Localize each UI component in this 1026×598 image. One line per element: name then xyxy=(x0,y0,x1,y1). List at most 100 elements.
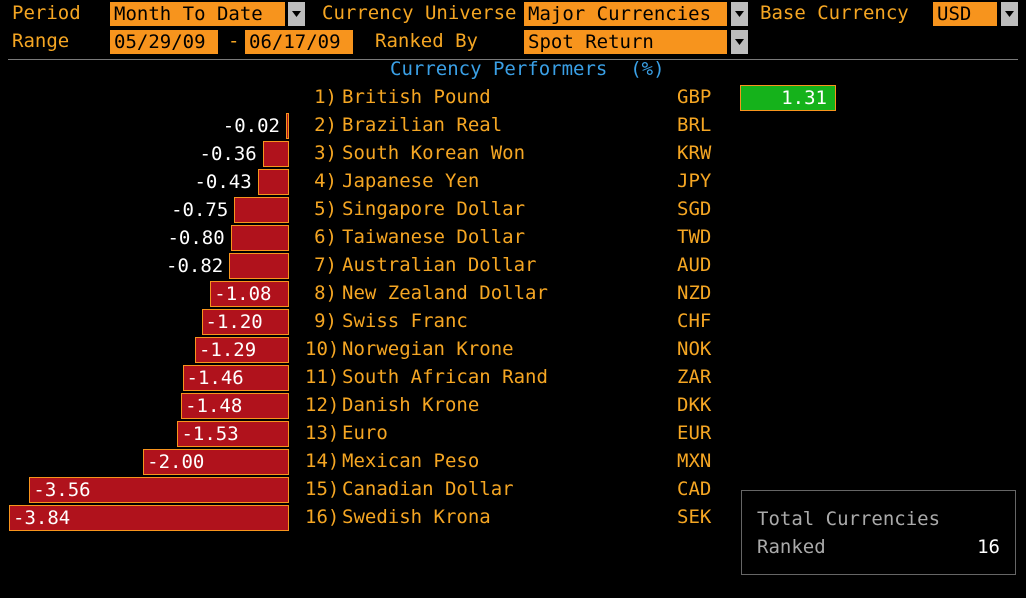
bar-value-label: -0.75 xyxy=(171,199,229,221)
currency-code: CAD xyxy=(677,478,712,500)
currency-code: MXN xyxy=(677,450,712,472)
currency-code: NOK xyxy=(677,338,712,360)
currency-code: AUD xyxy=(677,254,712,276)
currency-name[interactable]: Euro xyxy=(342,422,388,444)
currency-name[interactable]: Mexican Peso xyxy=(342,450,480,472)
currency-name[interactable]: New Zealand Dollar xyxy=(342,282,548,304)
bar-value-label: -0.02 xyxy=(222,115,280,137)
bar-value-label: -1.29 xyxy=(198,339,257,361)
bar-negative xyxy=(29,477,289,503)
chevron-down-icon xyxy=(292,11,301,17)
rank-number: 10) xyxy=(305,338,340,360)
currency-code: TWD xyxy=(677,226,712,248)
currency-name[interactable]: Canadian Dollar xyxy=(342,478,514,500)
bar-value-label: -0.80 xyxy=(167,227,225,249)
header-divider xyxy=(8,59,1018,60)
currency-code: SEK xyxy=(677,506,712,528)
bar-negative xyxy=(234,197,289,223)
currency-name[interactable]: Australian Dollar xyxy=(342,254,537,276)
bar-value-label: -2.00 xyxy=(147,451,205,473)
bar-negative xyxy=(182,365,289,391)
bar-negative xyxy=(201,309,289,335)
rank-number: 16) xyxy=(305,506,340,528)
currency-name[interactable]: Japanese Yen xyxy=(342,170,480,192)
summary-count: 16 xyxy=(977,536,1000,558)
summary-panel: Total Currencies Ranked 16 xyxy=(741,490,1016,575)
rank-number: 3) xyxy=(314,142,337,164)
currency-code: KRW xyxy=(677,142,712,164)
rank-number: 11) xyxy=(305,366,340,388)
currency-name[interactable]: Norwegian Krone xyxy=(342,338,514,360)
bar-value-label: -3.56 xyxy=(33,479,91,501)
rank-number: 13) xyxy=(305,422,340,444)
range-separator: - xyxy=(228,30,240,52)
currency-name[interactable]: South Korean Won xyxy=(342,142,526,164)
ranked-by-label: Ranked By xyxy=(375,30,478,52)
universe-label: Currency Universe xyxy=(322,2,517,24)
bar-value-label: -3.84 xyxy=(13,507,71,529)
ranked-by-select[interactable]: Spot Return xyxy=(524,30,727,54)
universe-dropdown-arrow[interactable] xyxy=(731,2,748,26)
currency-code: EUR xyxy=(677,422,712,444)
rank-number: 14) xyxy=(305,450,340,472)
bar-negative xyxy=(143,449,289,475)
rank-number: 9) xyxy=(314,310,337,332)
period-select[interactable]: Month To Date xyxy=(110,2,285,26)
range-label: Range xyxy=(12,30,70,52)
period-label: Period xyxy=(12,2,81,24)
bar-value-label: -1.53 xyxy=(181,423,239,445)
rank-number: 5) xyxy=(314,198,337,220)
base-currency-label: Base Currency xyxy=(760,2,909,24)
rank-number: 1) xyxy=(314,86,337,108)
currency-name[interactable]: Brazilian Real xyxy=(342,114,503,136)
bar-negative xyxy=(9,505,289,531)
bar-negative xyxy=(229,253,289,279)
period-dropdown-arrow[interactable] xyxy=(288,2,305,26)
base-currency-select[interactable]: USD xyxy=(933,2,997,26)
bar-value-label: -1.20 xyxy=(205,311,263,333)
currency-name[interactable]: Swedish Krona xyxy=(342,506,491,528)
chevron-down-icon xyxy=(1005,11,1014,17)
range-start-input[interactable]: 05/29/09 xyxy=(110,30,218,54)
bar-negative xyxy=(181,393,289,419)
chart-title: Currency Performers (%) xyxy=(390,58,665,80)
bar-value-label: -1.08 xyxy=(214,283,272,305)
bar-value-label: -0.36 xyxy=(199,143,257,165)
bar-negative xyxy=(177,421,289,447)
range-end-input[interactable]: 06/17/09 xyxy=(245,30,353,54)
currency-name[interactable]: British Pound xyxy=(342,86,491,108)
rank-number: 7) xyxy=(314,254,337,276)
bar-value-label: -1.48 xyxy=(185,395,243,417)
ranked-by-dropdown-arrow[interactable] xyxy=(731,30,748,54)
summary-ranked-label: Ranked xyxy=(757,536,826,558)
currency-code: SGD xyxy=(677,198,712,220)
bar-negative xyxy=(286,113,289,139)
rank-number: 15) xyxy=(305,478,340,500)
bar-value-label: -0.82 xyxy=(166,255,224,277)
bar-value-label: -0.43 xyxy=(194,171,252,193)
currency-name[interactable]: South African Rand xyxy=(342,366,548,388)
summary-total-label: Total Currencies xyxy=(757,508,941,530)
currency-code: DKK xyxy=(677,394,712,416)
rank-number: 4) xyxy=(314,170,337,192)
currency-name[interactable]: Taiwanese Dollar xyxy=(342,226,526,248)
currency-code: GBP xyxy=(677,86,712,108)
bar-negative xyxy=(194,337,289,363)
currency-code: ZAR xyxy=(677,366,712,388)
currency-name[interactable]: Danish Krone xyxy=(342,394,480,416)
currency-code: JPY xyxy=(677,170,712,192)
chevron-down-icon xyxy=(735,11,744,17)
currency-code: CHF xyxy=(677,310,712,332)
bar-negative xyxy=(230,225,289,251)
currency-code: BRL xyxy=(677,114,712,136)
rank-number: 6) xyxy=(314,226,337,248)
currency-name[interactable]: Singapore Dollar xyxy=(342,198,526,220)
bar-negative xyxy=(257,169,289,195)
rank-number: 8) xyxy=(314,282,337,304)
chevron-down-icon xyxy=(735,39,744,45)
universe-select[interactable]: Major Currencies xyxy=(524,2,727,26)
base-currency-dropdown-arrow[interactable] xyxy=(1001,2,1018,26)
bar-negative xyxy=(262,141,289,167)
bar-negative xyxy=(210,281,289,307)
currency-name[interactable]: Swiss Franc xyxy=(342,310,468,332)
